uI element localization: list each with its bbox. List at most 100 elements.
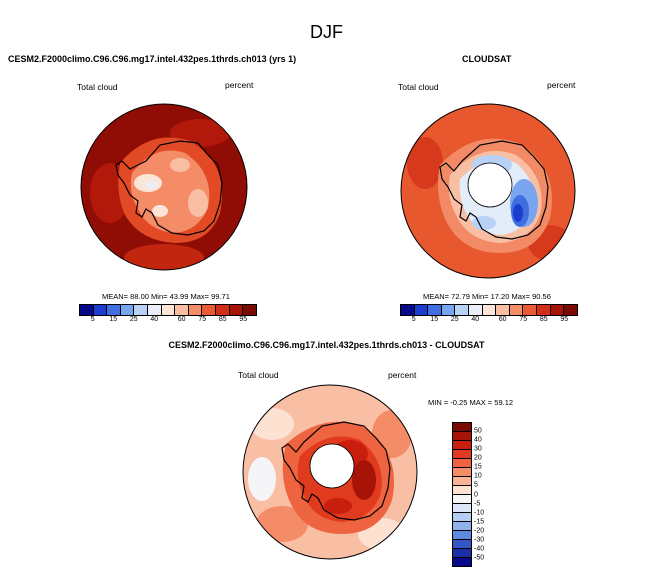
- panel2-title: CLOUDSAT: [462, 54, 512, 64]
- panel3-colorbar-tick-label: -40: [474, 545, 485, 553]
- panel3-colorbar-swatch: [453, 549, 471, 558]
- panel3-colorbar-tick-label: -30: [474, 536, 485, 544]
- panel2-colorbar-swatch: [401, 305, 415, 315]
- panel3-colorbar-swatch: [453, 477, 471, 486]
- panel1-units-label: percent: [225, 80, 254, 90]
- panel1-mean-label: MEAN=: [102, 292, 129, 301]
- panel3-variable-label: Total cloud: [238, 370, 279, 380]
- panel2-min-label: Min=: [472, 292, 489, 301]
- panel2-colorbar-swatch: [482, 305, 497, 315]
- panel3-colorbar-swatch: [453, 558, 471, 566]
- panel3-units-label: percent: [388, 370, 417, 380]
- panel1-colorbar-swatch: [80, 305, 94, 315]
- panel2-colorbar-tick-label: 60: [498, 316, 507, 323]
- panel1-title: CESM2.F2000climo.C96.C96.mg17.intel.432p…: [8, 54, 297, 64]
- panel3-colorbar-tick-label: 40: [474, 436, 482, 444]
- panel1-colorbar-tick-label: 75: [198, 316, 207, 323]
- panel1-colorbar-swatch: [243, 305, 256, 315]
- panel2-colorbar-swatch: [537, 305, 551, 315]
- panel2-colorbar-tick-label: 40: [471, 316, 480, 323]
- panel2-max-label: Max=: [511, 292, 531, 301]
- panel2-colorbar-swatch: [414, 305, 429, 315]
- panel1-colorbar-tick-label: 40: [150, 316, 159, 323]
- panel1-colorbar-swatch: [134, 305, 149, 315]
- figure-title: DJF: [310, 22, 343, 42]
- panel3-colorbar-tick-label: -15: [474, 518, 485, 526]
- panel3-colorbar-tick-label: 5: [474, 481, 478, 489]
- panel3-colorbar-tick-label: -50: [474, 554, 485, 562]
- panel1-colorbar-swatch: [229, 305, 244, 315]
- panel3-min-max: MIN = -0.25 MAX = 59.12: [428, 398, 514, 407]
- panel2-colorbar-tick-label: 95: [560, 316, 569, 323]
- panel3-colorbar-swatch: [453, 495, 471, 504]
- panel2-stats: MEAN= 72.79 Min= 17.20 Max= 90.56: [423, 292, 551, 301]
- panel3-colorbar-swatch: [453, 432, 471, 441]
- panel1-stats: MEAN= 88.00 Min= 43.99 Max= 99.71: [102, 292, 230, 301]
- panel2-colorbar-tick-label: 25: [450, 316, 459, 323]
- panel3-colorbar-tick-label: 15: [474, 463, 482, 471]
- panel3-colorbar-swatch: [453, 513, 471, 522]
- panel1-colorbar: [79, 304, 257, 316]
- panel1-colorbar-swatch: [120, 305, 135, 315]
- panel2-colorbar-swatch: [564, 305, 577, 315]
- panel3-colorbar-tick-label: 50: [474, 427, 482, 435]
- panel1-variable-label: Total cloud: [77, 82, 118, 92]
- panel1-colorbar-swatch: [93, 305, 108, 315]
- panel3-colorbar-swatch: [453, 522, 471, 531]
- panel3-colorbar-swatch: [453, 486, 471, 495]
- panel2-polar-map: [400, 103, 576, 279]
- panel3-title: CESM2.F2000climo.C96.C96.mg17.intel.432p…: [168, 340, 485, 350]
- panel2-colorbar-tick-label: 15: [430, 316, 439, 323]
- panel1-max-value: 99.71: [211, 292, 230, 301]
- panel1-colorbar-swatch: [216, 305, 230, 315]
- panel3-colorbar-tick-label: -10: [474, 509, 485, 517]
- panel2-colorbar-swatch: [469, 305, 483, 315]
- panel1-colorbar-tick-label: 95: [239, 316, 248, 323]
- panel2-mean-label: MEAN=: [423, 292, 450, 301]
- panel2-colorbar-tick-label: 85: [539, 316, 548, 323]
- panel1-colorbar-swatch: [202, 305, 217, 315]
- panel3-colorbar-tick-label: 10: [474, 472, 482, 480]
- panel2-colorbar-swatch: [523, 305, 538, 315]
- panel3-colorbar-swatch: [453, 504, 471, 513]
- panel3-colorbar-swatch: [453, 531, 471, 540]
- panel2-max-value: 90.56: [532, 292, 551, 301]
- panel1-colorbar-tick-label: 5: [90, 316, 95, 323]
- panel3-colorbar-tick-label: -5: [474, 500, 481, 508]
- panel2-colorbar-swatch: [550, 305, 565, 315]
- panel2-units-label: percent: [547, 80, 576, 90]
- panel2-mean-value: 72.79: [451, 292, 470, 301]
- panel1-colorbar-swatch: [148, 305, 162, 315]
- panel1-polar-map: [80, 103, 248, 271]
- panel1-colorbar-swatch: [107, 305, 121, 315]
- panel1-colorbar-swatch: [188, 305, 203, 315]
- panel1-colorbar-tick-label: 15: [109, 316, 118, 323]
- panel3-colorbar-swatch: [453, 459, 471, 468]
- panel1-colorbar-tick-label: 60: [177, 316, 186, 323]
- panel2-variable-label: Total cloud: [398, 82, 439, 92]
- panel2-colorbar-swatch: [496, 305, 510, 315]
- panel1-colorbar-swatch: [175, 305, 189, 315]
- panel1-min-value: 43.99: [169, 292, 189, 301]
- panel2-colorbar-tick-label: 75: [519, 316, 528, 323]
- panel2-colorbar-swatch: [509, 305, 524, 315]
- panel3-colorbar-tick-label: -20: [474, 527, 485, 535]
- panel3-colorbar: [452, 422, 472, 567]
- panel1-min-label: Min=: [151, 292, 168, 301]
- panel3-colorbar-tick-label: 20: [474, 454, 482, 462]
- panel2-colorbar-tick-label: 5: [411, 316, 416, 323]
- panel1-colorbar-swatch: [161, 305, 176, 315]
- panel2-colorbar-swatch: [441, 305, 456, 315]
- panel2-colorbar-swatch: [455, 305, 470, 315]
- panel2-colorbar: [400, 304, 578, 316]
- panel2-colorbar-ticks: 5 15 25 40 60 75 85 95: [400, 316, 576, 326]
- panel1-mean-value: 88.00: [130, 292, 149, 301]
- panel3-colorbar-tick-label: 30: [474, 445, 482, 453]
- panel3-colorbar-swatch: [453, 468, 471, 477]
- panel3-colorbar-tick-label: 0: [474, 491, 478, 498]
- panel2-min-value: 17.20: [490, 292, 510, 301]
- panel1-colorbar-tick-label: 85: [218, 316, 227, 323]
- panel3-polar-map: [242, 384, 418, 560]
- panel3-colorbar-swatch: [453, 441, 471, 450]
- panel3-colorbar-swatch: [453, 450, 471, 459]
